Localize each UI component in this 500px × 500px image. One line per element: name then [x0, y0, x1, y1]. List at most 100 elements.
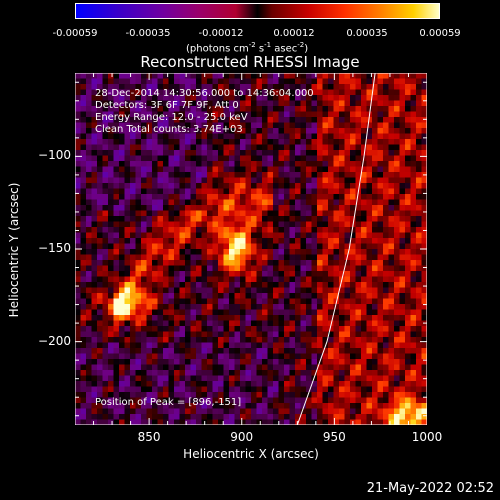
heatmap-cell — [399, 282, 406, 289]
heatmap-cell — [135, 199, 142, 206]
heatmap-cell — [124, 287, 131, 294]
heatmap-cell — [119, 172, 126, 179]
heatmap-cell — [377, 111, 384, 118]
heatmap-cell — [372, 254, 379, 261]
heatmap-cell — [322, 265, 329, 272]
heatmap-cell — [141, 381, 148, 388]
heatmap-cell — [207, 309, 214, 316]
heatmap-cell — [361, 265, 368, 272]
heatmap-cell — [295, 375, 302, 382]
heatmap-cell — [317, 194, 324, 201]
heatmap-cell — [278, 227, 285, 234]
heatmap-cell — [273, 293, 280, 300]
heatmap-cell — [300, 342, 307, 349]
heatmap-cell — [251, 78, 258, 85]
heatmap-cell — [421, 150, 427, 157]
heatmap-cell — [163, 194, 170, 201]
heatmap-cell — [135, 386, 142, 393]
heatmap-cell — [163, 381, 170, 388]
heatmap-cell — [388, 265, 395, 272]
heatmap-cell — [185, 315, 192, 322]
heatmap-cell — [91, 199, 98, 206]
heatmap-cell — [212, 353, 219, 360]
heatmap-cell — [179, 183, 186, 190]
heatmap-cell — [229, 254, 236, 261]
colorbar-tick-label: 0.00035 — [346, 28, 388, 39]
heatmap-cell — [339, 188, 346, 195]
heatmap-cell — [300, 331, 307, 338]
heatmap-cell — [372, 265, 379, 272]
heatmap-cell — [322, 133, 329, 140]
heatmap-cell — [311, 287, 318, 294]
heatmap-cell — [256, 177, 263, 184]
heatmap-cell — [135, 205, 142, 212]
heatmap-cell — [152, 254, 159, 261]
heatmap-cell — [355, 122, 362, 129]
heatmap-cell — [119, 122, 126, 129]
heatmap-cell — [361, 403, 368, 410]
heatmap-cell — [86, 166, 93, 173]
heatmap-cell — [339, 205, 346, 212]
heatmap-cell — [146, 243, 153, 250]
heatmap-cell — [157, 271, 164, 278]
heatmap-cell — [300, 397, 307, 404]
heatmap-cell — [240, 122, 247, 129]
heatmap-cell — [317, 89, 324, 96]
heatmap-cell — [421, 194, 427, 201]
heatmap-cell — [366, 183, 373, 190]
heatmap-cell — [97, 95, 104, 102]
heatmap-cell — [91, 232, 98, 239]
heatmap-cell — [157, 315, 164, 322]
heatmap-cell — [394, 111, 401, 118]
heatmap-cell — [196, 232, 203, 239]
heatmap-cell — [284, 221, 291, 228]
heatmap-cell — [256, 133, 263, 140]
heatmap-cell — [300, 227, 307, 234]
heatmap-cell — [163, 227, 170, 234]
heatmap-cell — [163, 188, 170, 195]
heatmap-cell — [328, 78, 335, 85]
heatmap-cell — [124, 397, 131, 404]
heatmap-cell — [86, 216, 93, 223]
heatmap-cell — [262, 320, 269, 327]
heatmap-cell — [223, 73, 230, 80]
heatmap-cell — [207, 232, 214, 239]
heatmap-cell — [377, 370, 384, 377]
heatmap-cell — [185, 370, 192, 377]
heatmap-cell — [234, 282, 241, 289]
heatmap-cell — [366, 375, 373, 382]
heatmap-cell — [207, 364, 214, 371]
heatmap-cell — [394, 342, 401, 349]
heatmap-cell — [163, 353, 170, 360]
heatmap-cell — [163, 166, 170, 173]
heatmap-cell — [157, 265, 164, 272]
heatmap-cell — [344, 122, 351, 129]
heatmap-cell — [91, 419, 98, 425]
heatmap-cell — [196, 331, 203, 338]
heatmap-cell — [135, 243, 142, 250]
heatmap-cell — [317, 227, 324, 234]
heatmap-cell — [229, 199, 236, 206]
heatmap-cell — [163, 397, 170, 404]
heatmap-cell — [75, 106, 82, 113]
heatmap-cell — [190, 403, 197, 410]
heatmap-cell — [328, 309, 335, 316]
heatmap-cell — [317, 111, 324, 118]
heatmap-cell — [344, 348, 351, 355]
heatmap-cell — [102, 205, 109, 212]
heatmap-cell — [273, 320, 280, 327]
heatmap-cell — [350, 111, 357, 118]
heatmap-cell — [388, 194, 395, 201]
heatmap-cell — [278, 161, 285, 168]
heatmap-cell — [355, 150, 362, 157]
heatmap-cell — [361, 139, 368, 146]
heatmap-cell — [240, 370, 247, 377]
heatmap-cell — [113, 227, 120, 234]
heatmap-cell — [152, 265, 159, 272]
heatmap-cell — [306, 276, 313, 283]
heatmap-cell — [366, 320, 373, 327]
heatmap-cell — [267, 139, 274, 146]
heatmap-cell — [410, 89, 417, 96]
heatmap-cell — [124, 111, 131, 118]
colorbar-tick-label: -0.00059 — [52, 28, 98, 39]
